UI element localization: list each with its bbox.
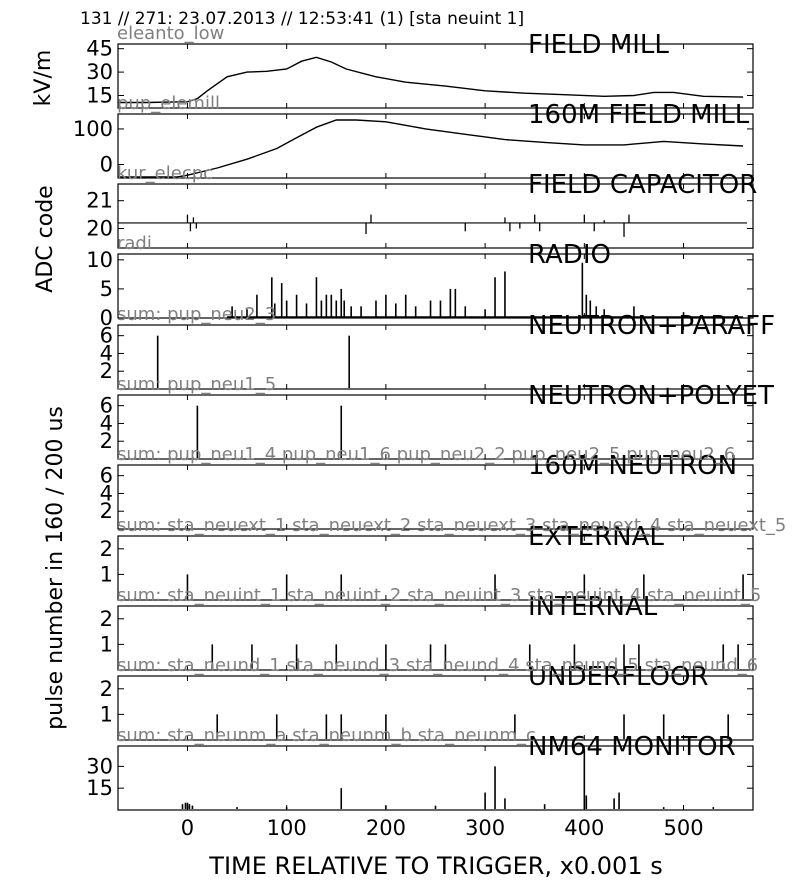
series-line xyxy=(118,119,744,178)
panel-title: FIELD CAPACITOR xyxy=(528,170,757,200)
panel-frame xyxy=(117,535,754,601)
panel-subtitle: sum: sta_neunm_a sta_neunm_b sta_neunm_c xyxy=(117,725,536,746)
series xyxy=(211,644,739,669)
panel-title: INTERNAL xyxy=(528,592,658,622)
y-tick-label: 30 xyxy=(86,60,113,84)
y-tick-label: 0 xyxy=(100,306,113,330)
series xyxy=(181,748,715,809)
y-tick-label: 15 xyxy=(86,776,113,800)
panel-title: RADIO xyxy=(528,240,611,270)
x-tick-label: 0 xyxy=(181,816,194,840)
panel-3: 0 5 10 RADIO radi xyxy=(86,233,754,330)
y-tick-label: 1 xyxy=(100,562,113,586)
panel-frame xyxy=(117,464,754,530)
panel-frame xyxy=(117,183,754,249)
y-tick-label: 2 xyxy=(100,359,113,383)
x-tick-label: 200 xyxy=(366,816,406,840)
panel-subtitle: sum: sta_neuint_1 sta_neuint_2 sta_neuin… xyxy=(117,585,761,606)
y-tick-label: 20 xyxy=(86,217,113,241)
series xyxy=(118,214,747,237)
y-tick-label: 5 xyxy=(100,277,113,301)
y-axis-label-pulse: pulse number in 160 / 200 us xyxy=(43,406,68,730)
panel-frame xyxy=(117,675,754,741)
panel-subtitle: radi xyxy=(117,233,152,254)
y-tick-label: 1 xyxy=(100,632,113,656)
y-tick-label: 2 xyxy=(100,537,113,561)
y-tick-label: 15 xyxy=(86,84,113,108)
y-axis-label-kvm: kV/m xyxy=(31,50,56,107)
y-axis-label-adc: ADC code xyxy=(33,185,58,292)
panel-4: 246 NEUTRON+PARAFF sum: pup_neu2_3 xyxy=(100,304,775,390)
panel-frame xyxy=(117,113,754,179)
panel-frame xyxy=(117,324,754,390)
series xyxy=(186,574,744,599)
x-tick-label: 500 xyxy=(664,816,704,840)
panel-frame xyxy=(117,43,754,109)
series xyxy=(196,405,343,458)
y-tick-label: 45 xyxy=(86,37,113,61)
panel-subtitle: pup_elemill xyxy=(117,93,220,114)
panel-subtitle: sum: pup_neu1_4 pup_neu1_6 pup_neu2_2 pu… xyxy=(117,444,735,465)
panel-1: 0 100 160M FIELD MILL pup_elemill xyxy=(73,93,754,179)
series xyxy=(118,119,744,178)
y-tick-label: 2 xyxy=(100,499,113,523)
y-tick-label: 4 xyxy=(100,341,113,365)
panel-frame xyxy=(117,605,754,671)
panel-title: EXTERNAL xyxy=(528,522,664,552)
y-tick-label: 10 xyxy=(86,248,113,272)
panel-2: 20 21 FIELD CAPACITOR kur_elecpc xyxy=(86,163,757,249)
panel-subtitle: sum: sta_neuext_1 sta_neuext_2 sta_neuex… xyxy=(117,515,786,536)
series xyxy=(227,262,744,318)
y-tick-label: 0 xyxy=(100,152,113,176)
y-tick-label: 21 xyxy=(86,189,113,213)
panel-subtitle: sum: pup_neu2_3 xyxy=(117,304,276,325)
panel-title: 160M FIELD MILL xyxy=(528,100,750,130)
y-tick-label: 1 xyxy=(100,702,113,726)
series xyxy=(118,56,744,104)
panel-title: NM64 MONITOR xyxy=(528,732,736,762)
series xyxy=(156,335,350,388)
panel-title: NEUTRON+PARAFF xyxy=(528,311,775,341)
y-tick-label: 6 xyxy=(100,464,113,488)
panel-frame xyxy=(117,394,754,460)
panel-title: FIELD MILL xyxy=(528,30,669,60)
panel-frame xyxy=(117,253,754,319)
y-tick-label: 4 xyxy=(100,481,113,505)
y-tick-label: 4 xyxy=(100,411,113,435)
y-tick-label: 6 xyxy=(100,324,113,348)
x-axis-label: TIME RELATIVE TO TRIGGER, x0.001 s xyxy=(208,852,662,880)
panel-5: 246 NEUTRON+POLYET sum: pup_neu1_5 xyxy=(100,374,774,460)
y-tick-label: 100 xyxy=(73,117,113,141)
panel-subtitle: eleanto_low xyxy=(117,23,224,44)
y-tick-label: 30 xyxy=(86,754,113,778)
panel-title: NEUTRON+POLYET xyxy=(528,381,774,411)
y-tick-label: 6 xyxy=(100,394,113,418)
panel-subtitle: kur_elecpc xyxy=(117,163,213,184)
x-tick-label: 100 xyxy=(267,816,307,840)
x-tick-label: 300 xyxy=(465,816,505,840)
series-line xyxy=(118,56,744,104)
panel-subtitle: sum: pup_neu1_5 xyxy=(117,374,276,395)
figure-header: 131 // 271: 23.07.2013 // 12:53:41 (1) [… xyxy=(80,9,524,29)
series xyxy=(216,714,729,739)
x-tick-label: 400 xyxy=(564,816,604,840)
y-tick-label: 2 xyxy=(100,607,113,631)
y-tick-label: 2 xyxy=(100,677,113,701)
panel-title: 160M NEUTRON xyxy=(528,451,737,481)
panel-frame xyxy=(117,745,754,811)
y-tick-label: 2 xyxy=(100,429,113,453)
panel-title: UNDERFLOOR xyxy=(528,662,709,692)
panel-subtitle: sum: sta_neund_1 sta_neund_3 sta_neund_4… xyxy=(117,655,758,676)
x-axis: 0 100 200 300 400 500 xyxy=(181,816,704,840)
